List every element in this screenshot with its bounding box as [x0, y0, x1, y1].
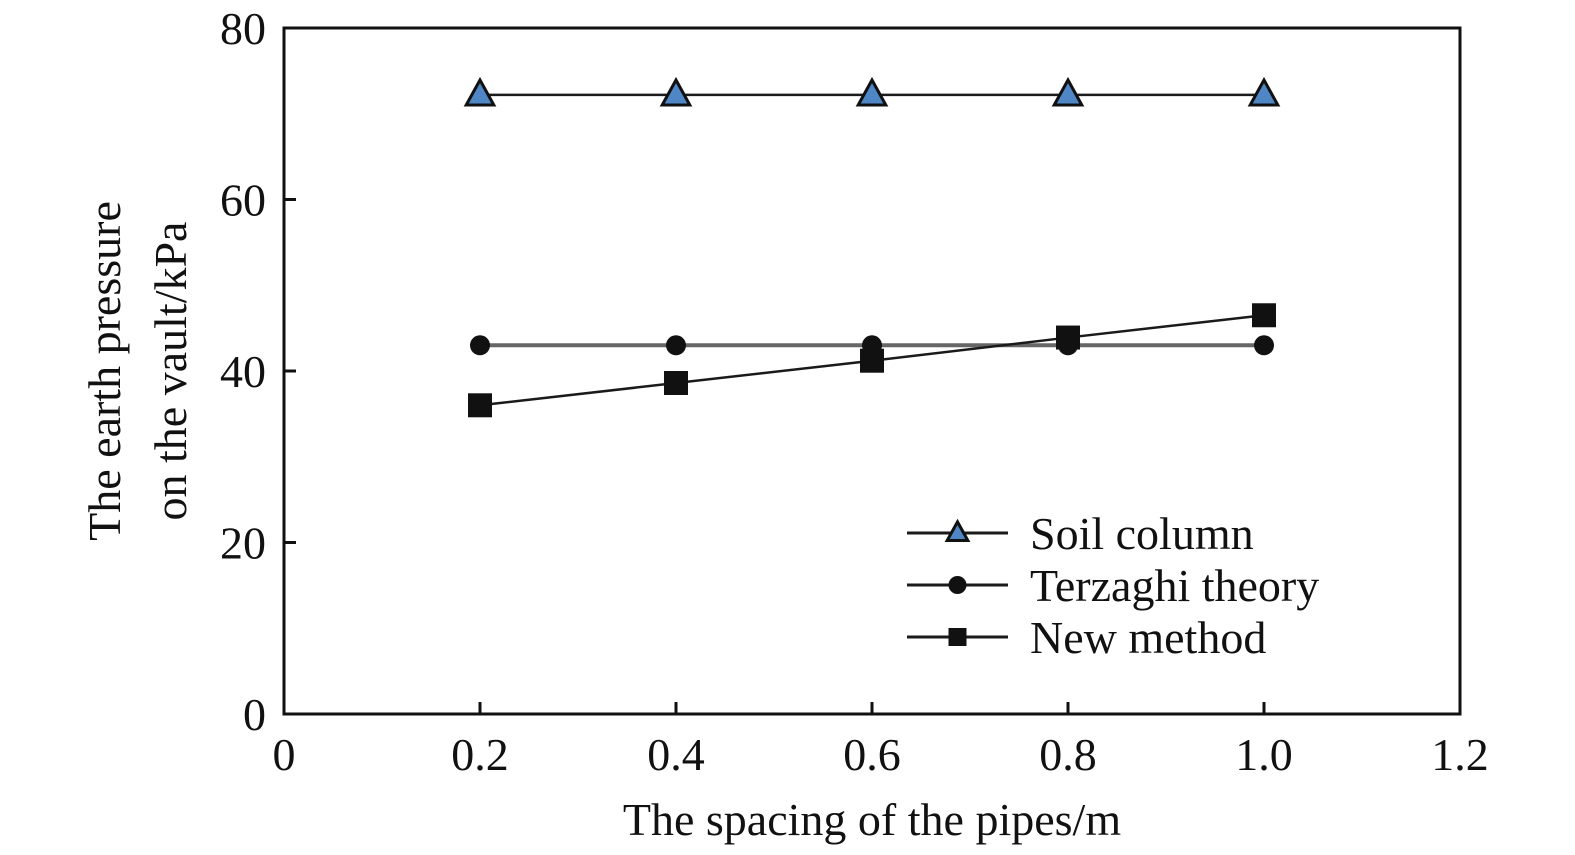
- x-tick-label: 1.0: [1235, 729, 1293, 780]
- y-tick-label: 0: [243, 689, 266, 740]
- circle-marker: [1254, 335, 1274, 356]
- y-tick-label: 60: [220, 175, 266, 226]
- legend-label: Soil column: [1030, 508, 1254, 559]
- triangle-marker: [1051, 76, 1085, 107]
- series-layer: [463, 76, 1281, 418]
- triangle-marker: [944, 518, 971, 543]
- x-axis-title: The spacing of the pipes/m: [623, 794, 1121, 845]
- y-tick-label: 80: [220, 3, 266, 54]
- x-tick-label: 0: [273, 729, 296, 780]
- y-tick-label: 40: [220, 346, 266, 397]
- legend-item-new-method: New method: [907, 612, 1266, 663]
- triangle-marker: [1247, 76, 1281, 107]
- x-tick-label: 0.8: [1039, 729, 1097, 780]
- y-axis-title: The earth pressure on the vault/kPa: [79, 201, 196, 541]
- triangle-marker: [659, 76, 693, 107]
- y-axis-ticks: 0 20 40 60 80: [220, 3, 296, 740]
- y-axis-title-line-1: The earth pressure: [79, 201, 130, 541]
- legend-label: New method: [1030, 612, 1266, 663]
- x-tick-label: 1.2: [1431, 729, 1489, 780]
- x-tick-label: 0.2: [451, 729, 509, 780]
- legend-label: Terzaghi theory: [1030, 560, 1319, 611]
- square-marker: [948, 628, 967, 646]
- square-marker: [1056, 325, 1080, 350]
- series-soil-column: [463, 76, 1281, 107]
- square-marker: [468, 393, 492, 418]
- square-marker: [1252, 303, 1276, 328]
- x-tick-label: 0.4: [647, 729, 705, 780]
- triangle-marker: [855, 76, 889, 107]
- x-axis-ticks: 0 0.2 0.4 0.6 0.8 1.0 1.2: [273, 702, 1489, 780]
- circle-marker: [470, 335, 490, 356]
- square-marker: [664, 371, 688, 396]
- square-marker: [860, 348, 884, 373]
- triangle-marker: [463, 76, 497, 107]
- y-tick-label: 20: [220, 518, 266, 569]
- legend-item-terzaghi-theory: Terzaghi theory: [907, 560, 1319, 611]
- legend-item-soil-column: Soil column: [907, 508, 1254, 559]
- circle-marker: [666, 335, 686, 356]
- x-tick-label: 0.6: [843, 729, 901, 780]
- series-new-method: [468, 303, 1276, 418]
- circle-marker: [948, 576, 967, 594]
- y-axis-title-line-2: on the vault/kPa: [145, 222, 196, 521]
